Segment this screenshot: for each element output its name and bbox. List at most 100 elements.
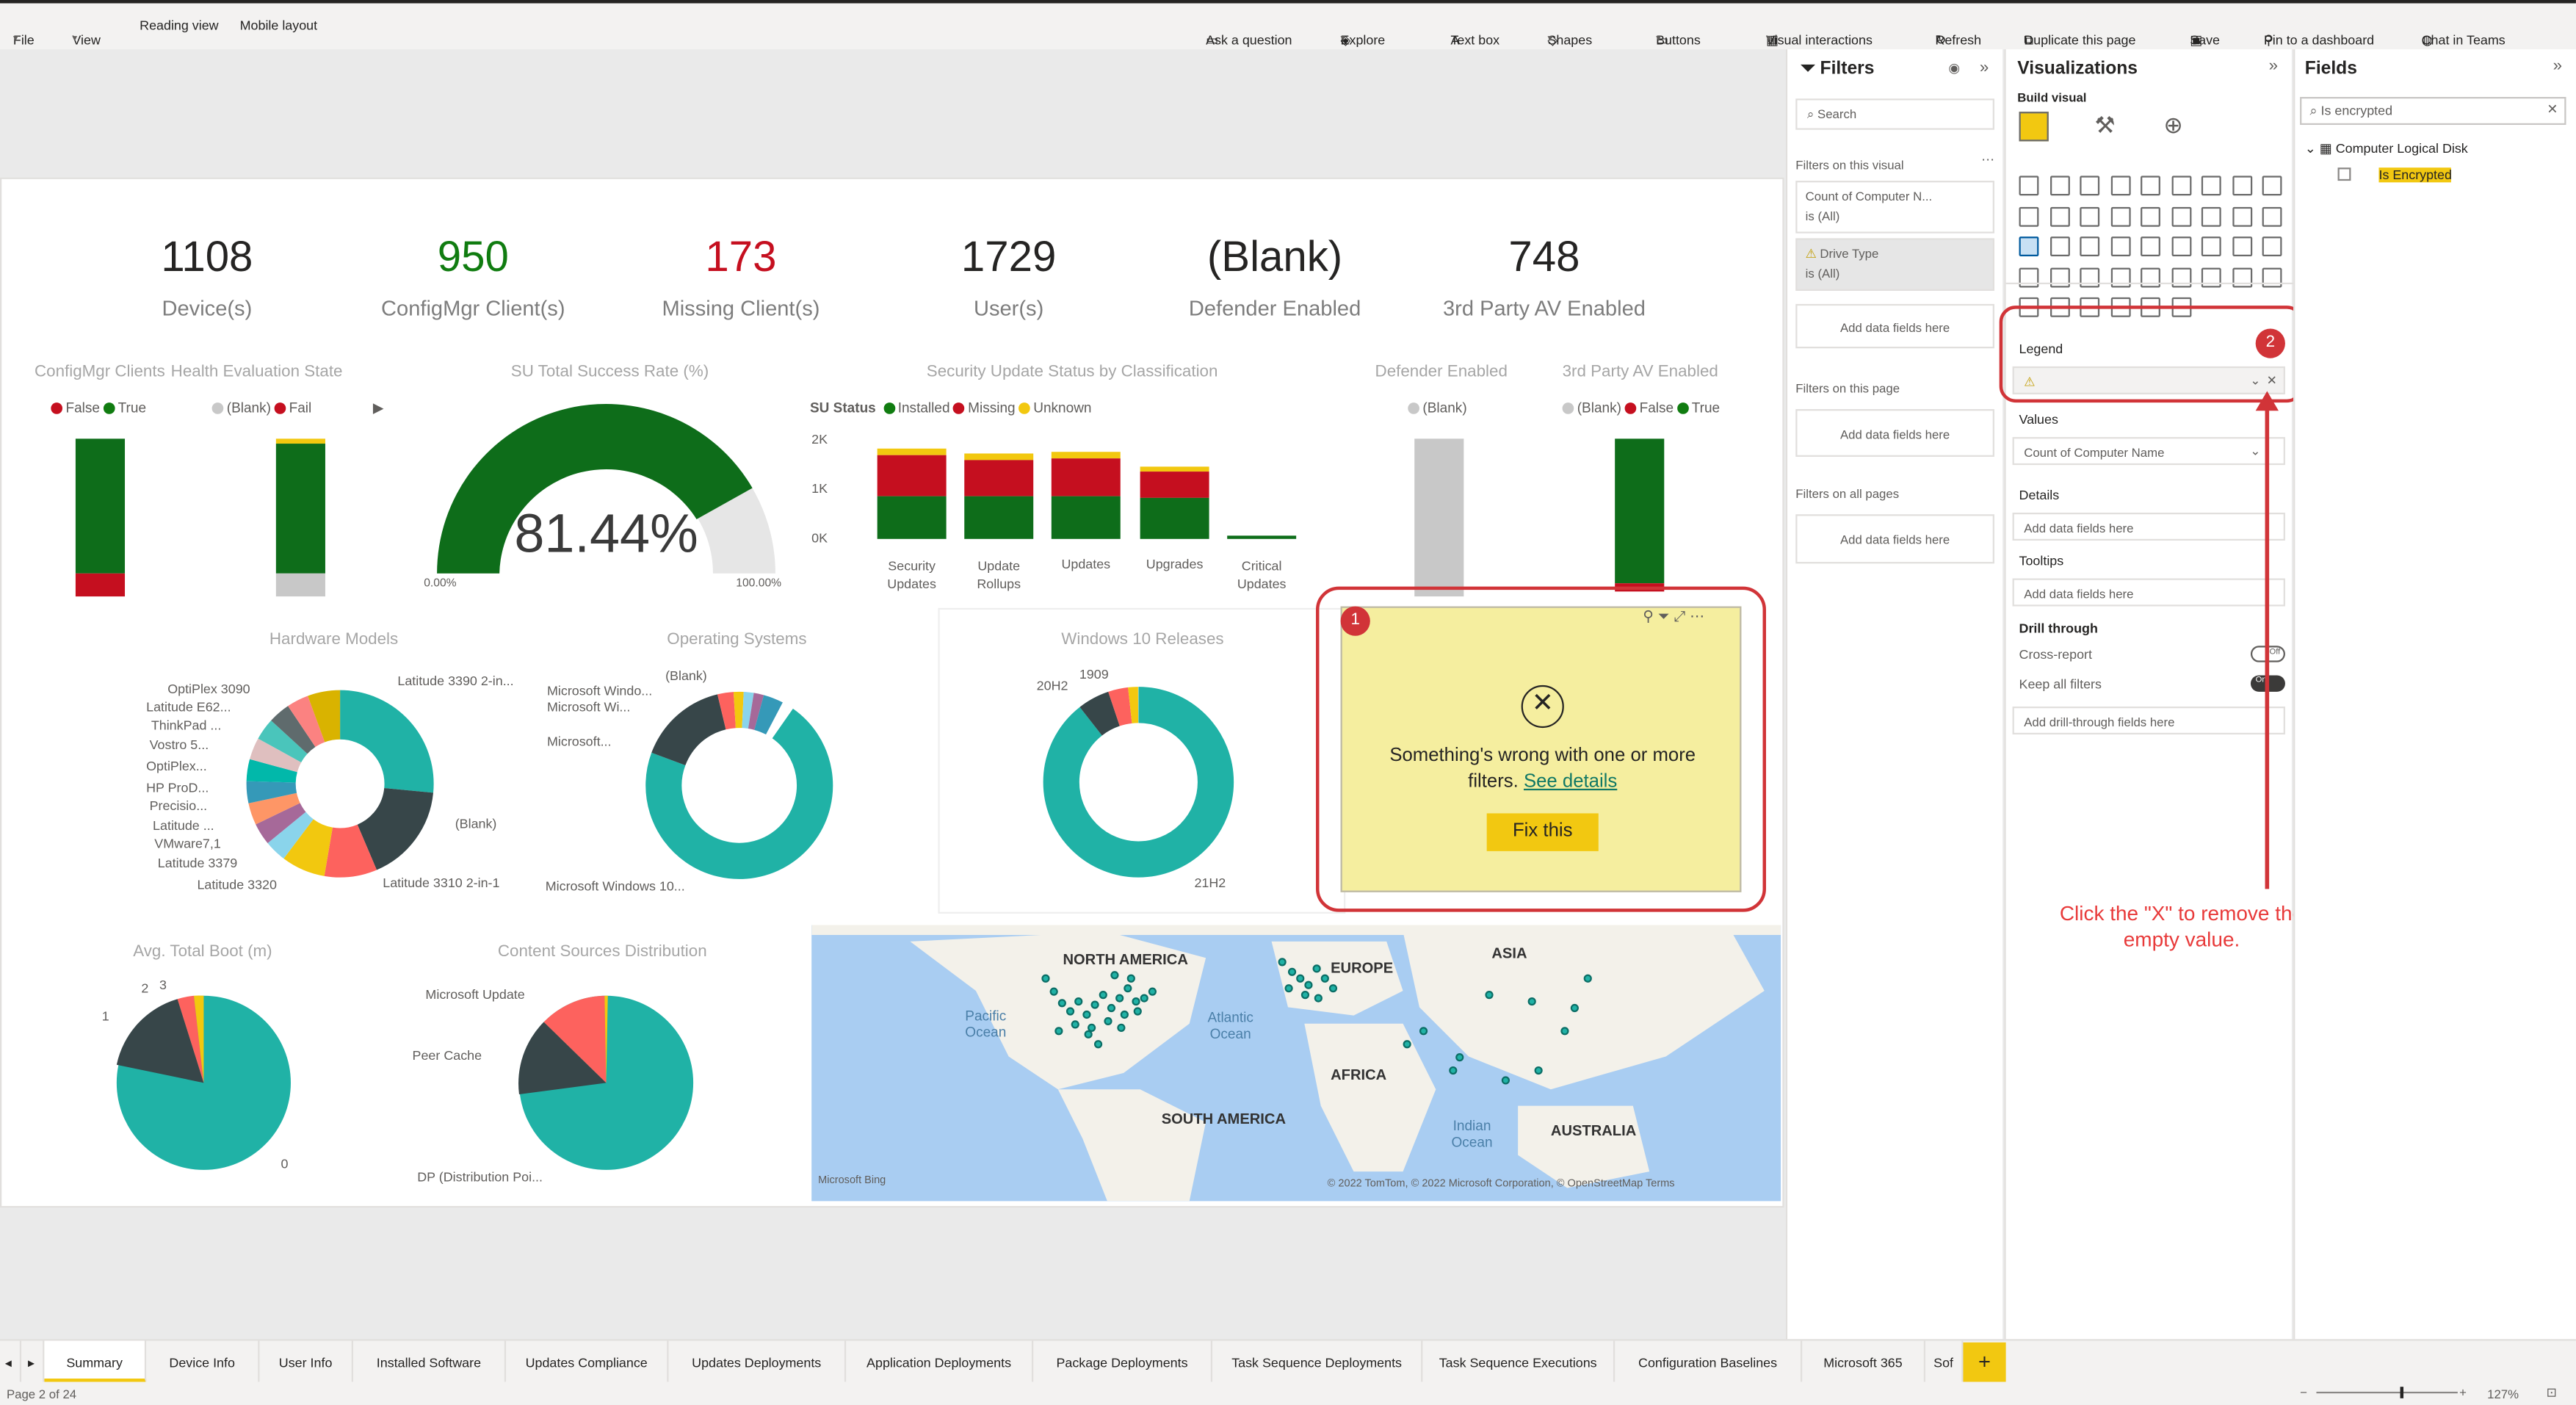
bar-installed[interactable] bbox=[964, 496, 1034, 539]
map-bubble[interactable] bbox=[1120, 1010, 1129, 1019]
pin-icon[interactable]: ⚲ bbox=[1643, 607, 1654, 625]
visual-type-icon[interactable] bbox=[2171, 176, 2191, 196]
zoom-slider[interactable] bbox=[2316, 1391, 2458, 1394]
page-tab[interactable]: Task Sequence Deployments bbox=[1212, 1340, 1423, 1384]
health-blank-bar[interactable] bbox=[275, 573, 325, 597]
fit-page-icon[interactable]: ⊡ bbox=[2546, 1384, 2557, 1401]
clear-search-icon[interactable]: ✕ bbox=[2547, 101, 2558, 117]
map-bubble[interactable] bbox=[1328, 984, 1338, 993]
collapse-icon[interactable]: » bbox=[2268, 57, 2279, 76]
map-bubble[interactable] bbox=[1140, 994, 1148, 1003]
drill-through-drop-zone[interactable]: Add drill-through fields here bbox=[2012, 706, 2285, 735]
visual-type-icon[interactable] bbox=[2232, 206, 2252, 226]
visual-type-icon[interactable] bbox=[2080, 176, 2100, 196]
visual-type-icon[interactable] bbox=[2080, 206, 2100, 226]
filters-search-box[interactable]: ⌕ Search bbox=[1795, 98, 1994, 130]
see-details-link[interactable]: See details bbox=[1523, 772, 1618, 792]
map-bubble[interactable] bbox=[1110, 971, 1119, 980]
visual-type-icon[interactable] bbox=[2262, 206, 2282, 226]
map-bubble[interactable] bbox=[1314, 994, 1323, 1003]
health-bar-top[interactable] bbox=[275, 438, 325, 444]
add-page-button[interactable]: + bbox=[1963, 1342, 2006, 1382]
visual-type-icon[interactable] bbox=[2019, 176, 2039, 196]
map-bubble[interactable] bbox=[1115, 994, 1124, 1003]
field-is-encrypted[interactable]: Is Encrypted bbox=[2378, 167, 2452, 183]
map-bubble[interactable] bbox=[1082, 1010, 1091, 1019]
map-bubble[interactable] bbox=[1304, 980, 1313, 989]
zoom-slider-thumb[interactable] bbox=[2400, 1387, 2404, 1398]
table-node[interactable]: ⌄ ▦ Computer Logical Disk bbox=[2305, 141, 2468, 156]
visual-type-icon[interactable] bbox=[2201, 267, 2221, 287]
visual-type-icon[interactable] bbox=[2141, 176, 2160, 196]
page-tab[interactable]: Summary bbox=[44, 1340, 147, 1384]
map-bubble[interactable] bbox=[1049, 987, 1058, 996]
page-tab[interactable]: Updates Compliance bbox=[506, 1340, 669, 1384]
visual-type-icon[interactable] bbox=[2262, 176, 2282, 196]
visual-type-icon[interactable] bbox=[2232, 267, 2252, 287]
map-bubble[interactable] bbox=[1278, 958, 1287, 967]
page-tab[interactable]: Device Info bbox=[146, 1340, 260, 1384]
reading-view-button[interactable]: Reading view bbox=[140, 18, 219, 33]
world-map[interactable]: NORTH AMERICA EUROPE ASIA Pacific Ocean Atla… bbox=[811, 925, 1781, 1202]
bar-unknown[interactable] bbox=[877, 448, 947, 455]
su-status-legend[interactable]: SU Status Installed Missing Unknown bbox=[810, 400, 1092, 416]
bar-installed[interactable] bbox=[877, 496, 947, 539]
visual-type-icon[interactable] bbox=[2171, 206, 2191, 226]
format-tab-icon[interactable]: ⚒ bbox=[2094, 112, 2116, 138]
visual-type-icon[interactable] bbox=[2141, 206, 2160, 226]
hardware-models-donut[interactable] bbox=[236, 680, 444, 887]
configmgr-true-bar[interactable] bbox=[75, 438, 126, 574]
map-bubble[interactable] bbox=[1099, 991, 1107, 1000]
map-bubble[interactable] bbox=[1560, 1027, 1569, 1036]
details-drop-zone[interactable]: Add data fields here bbox=[2012, 513, 2285, 541]
visual-type-icon[interactable] bbox=[2262, 236, 2282, 257]
map-bubble[interactable] bbox=[1117, 1023, 1126, 1032]
visual-type-icon[interactable] bbox=[2171, 267, 2191, 287]
map-bubble[interactable] bbox=[1284, 984, 1293, 993]
chevron-down-icon[interactable]: ⌄ bbox=[2250, 444, 2261, 459]
visual-type-icon[interactable] bbox=[2019, 267, 2039, 287]
map-bubble[interactable] bbox=[1300, 991, 1310, 1000]
page-tab[interactable]: Installed Software bbox=[353, 1340, 507, 1384]
visual-type-icon[interactable] bbox=[2262, 267, 2282, 287]
filter-card-count[interactable]: Count of Computer N... is (All) bbox=[1795, 181, 1994, 234]
map-bubble[interactable] bbox=[1583, 974, 1592, 983]
success-rate-gauge[interactable] bbox=[413, 385, 800, 599]
visual-type-icon[interactable] bbox=[2201, 176, 2221, 196]
map-bubble[interactable] bbox=[1074, 997, 1083, 1006]
filter-drop-zone-visual[interactable]: Add data fields here bbox=[1795, 303, 1994, 349]
filter-card-drive-type[interactable]: ⚠ Drive Type is (All) bbox=[1795, 238, 1994, 291]
configmgr-legend[interactable]: False True bbox=[48, 400, 146, 416]
visual-type-icon[interactable] bbox=[2141, 236, 2160, 257]
zoom-in-icon[interactable]: + bbox=[2459, 1384, 2467, 1401]
configmgr-false-bar[interactable] bbox=[75, 573, 126, 597]
mobile-layout-button[interactable]: Mobile layout bbox=[239, 18, 318, 33]
map-bubble[interactable] bbox=[1449, 1066, 1458, 1075]
map-bubble[interactable] bbox=[1057, 999, 1066, 1008]
map-bubble[interactable] bbox=[1090, 1000, 1099, 1009]
third-party-true-bar[interactable] bbox=[1615, 438, 1665, 584]
visual-type-icon[interactable] bbox=[2232, 236, 2252, 257]
visual-type-icon[interactable] bbox=[2110, 267, 2130, 287]
analytics-tab-icon[interactable]: ⊕ bbox=[2163, 112, 2183, 138]
legend-next-icon[interactable]: ▶ bbox=[372, 399, 384, 416]
map-bubble[interactable] bbox=[1041, 974, 1050, 983]
remove-field-icon[interactable]: ✕ bbox=[2266, 372, 2277, 388]
map-bubble[interactable] bbox=[1534, 1066, 1543, 1075]
visual-type-icon[interactable] bbox=[2141, 267, 2160, 287]
visual-type-icon[interactable] bbox=[2049, 236, 2069, 257]
prev-page-icon[interactable]: ◂ bbox=[0, 1340, 22, 1384]
map-bubble[interactable] bbox=[1084, 1030, 1093, 1039]
bar-installed[interactable] bbox=[1227, 535, 1297, 539]
map-bubble[interactable] bbox=[1054, 1027, 1063, 1036]
bar-unknown[interactable] bbox=[964, 453, 1034, 460]
visual-type-icon[interactable] bbox=[2232, 176, 2252, 196]
more-options-icon[interactable]: ⋯ bbox=[1981, 153, 1994, 168]
map-bubble[interactable] bbox=[1419, 1027, 1428, 1036]
next-page-icon[interactable]: ▸ bbox=[21, 1340, 45, 1384]
operating-systems-donut[interactable] bbox=[639, 685, 839, 886]
values-well-field[interactable]: Count of Computer Name ⌄ bbox=[2012, 437, 2285, 466]
collapse-icon[interactable]: » bbox=[2553, 57, 2563, 76]
map-bubble[interactable] bbox=[1403, 1040, 1411, 1049]
map-bubble[interactable] bbox=[1126, 974, 1135, 983]
